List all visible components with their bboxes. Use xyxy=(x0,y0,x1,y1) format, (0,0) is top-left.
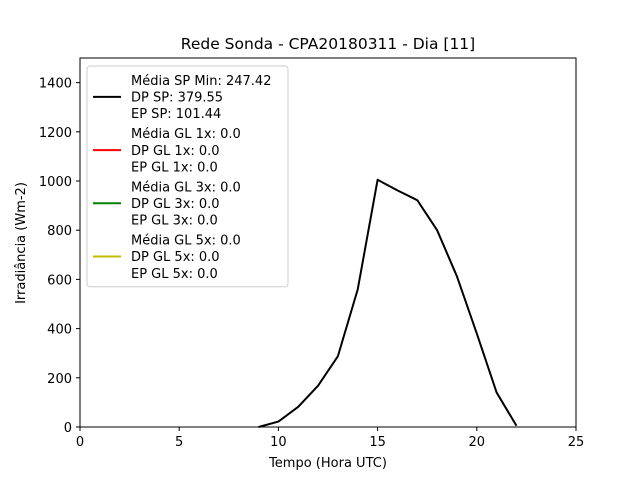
y-tick-label: 1000 xyxy=(39,175,72,190)
legend-text: EP GL 5x: 0.0 xyxy=(131,267,218,282)
y-axis-label: Irradiância (Wm-2) xyxy=(14,182,29,304)
legend-text: Média GL 3x: 0.0 xyxy=(131,180,241,195)
x-tick-label: 0 xyxy=(76,435,84,450)
y-tick-label: 200 xyxy=(47,372,72,387)
legend-text: Média GL 1x: 0.0 xyxy=(131,127,241,142)
legend-text: EP GL 1x: 0.0 xyxy=(131,160,218,175)
series-line xyxy=(258,178,518,428)
x-tick-label: 25 xyxy=(568,435,585,450)
y-tick-label: 1200 xyxy=(39,126,72,141)
x-tick-label: 15 xyxy=(369,435,386,450)
legend-text: DP GL 3x: 0.0 xyxy=(131,197,220,212)
series-layer xyxy=(258,178,518,428)
y-tick-label: 0 xyxy=(64,421,72,436)
chart-title: Rede Sonda - CPA20180311 - Dia [11] xyxy=(181,35,475,53)
y-tick-label: 600 xyxy=(47,273,72,288)
legend-text: Média SP Min: 247.42 xyxy=(131,74,271,89)
legend-text: DP GL 5x: 0.0 xyxy=(131,250,220,265)
legend-entry: Média GL 3x: 0.0 DP GL 3x: 0.0 EP GL 3x: 0… xyxy=(93,180,241,229)
plot-area xyxy=(79,57,577,428)
y-tick-label: 800 xyxy=(47,224,72,239)
x-axis: 0 5 10 15 20 25 xyxy=(76,427,584,450)
legend-text: DP GL 1x: 0.0 xyxy=(131,144,220,159)
plot-frame xyxy=(79,57,577,428)
legend-entry: Média GL 5x: 0.0DP GL 5x: 0.0 EP GL 5x: 0… xyxy=(93,234,241,282)
x-axis-label: Tempo (Hora UTC) xyxy=(268,456,387,471)
y-axis: 0 200 400 600 800 1000 1200 1400 xyxy=(39,77,80,436)
y-tick-label: 1400 xyxy=(39,77,72,92)
x-tick-label: 20 xyxy=(469,435,486,450)
legend-text: EP GL 3x: 0.0 xyxy=(131,214,218,229)
legend-entry: Média GL 1x: 0.0 DP GL 1x: 0.0EP GL 1x: 0… xyxy=(93,127,241,175)
y-tick-label: 400 xyxy=(47,323,72,338)
legend-text: Média GL 5x: 0.0 xyxy=(131,234,241,249)
x-tick-label: 10 xyxy=(270,435,287,450)
x-tick-label: 5 xyxy=(175,435,183,450)
legend-text: EP SP: 101.44 xyxy=(131,107,221,122)
legend-frame xyxy=(86,65,289,288)
legend-text: DP SP: 379.55 xyxy=(131,91,223,106)
